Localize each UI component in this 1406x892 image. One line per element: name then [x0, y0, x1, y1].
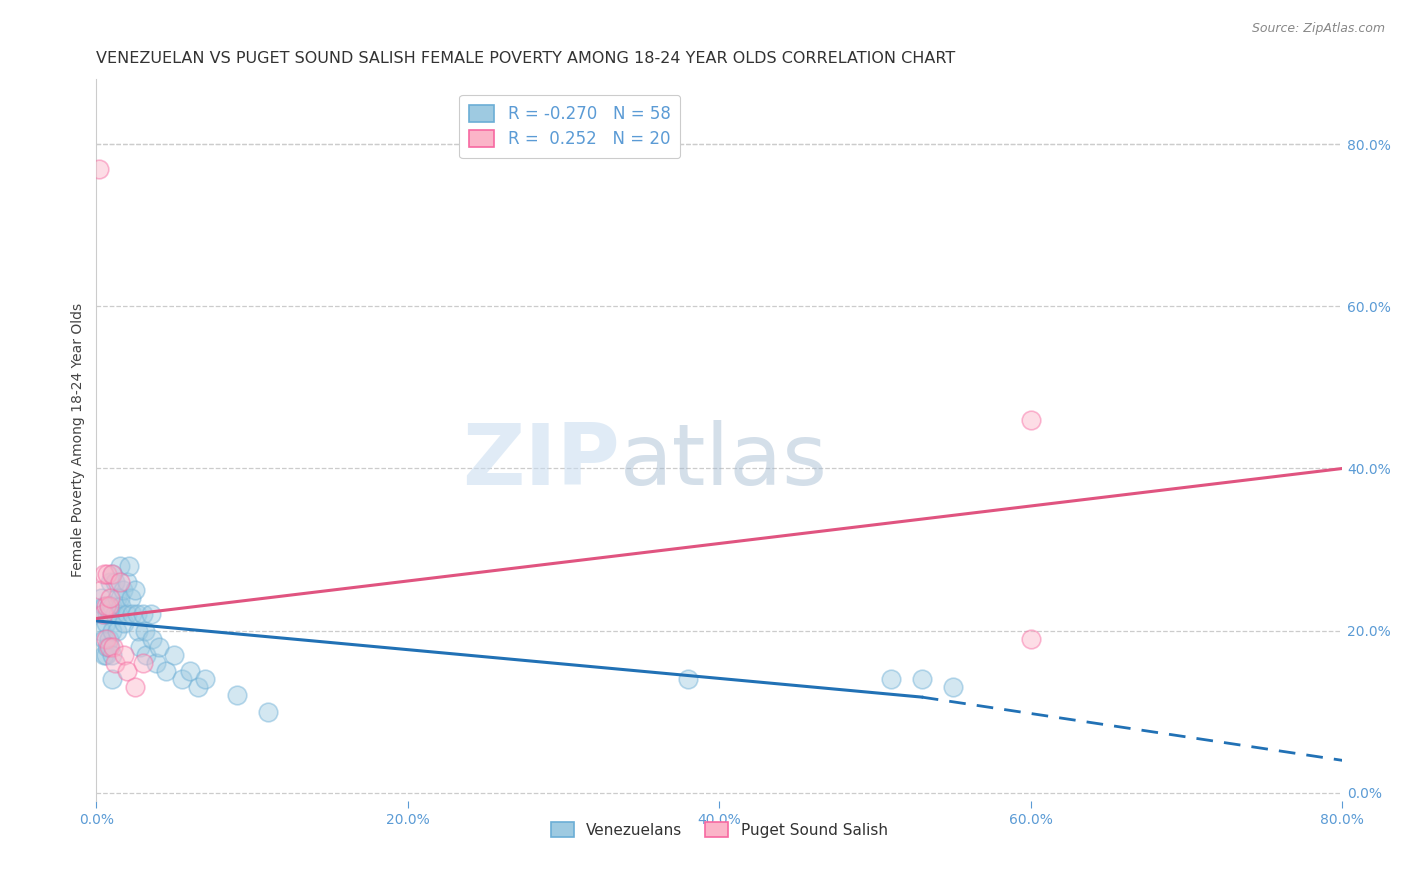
Point: [225, 689, 247, 703]
Point: [97, 632, 120, 646]
Point: [179, 664, 201, 678]
Y-axis label: Female Poverty Among 18-24 Year Olds: Female Poverty Among 18-24 Year Olds: [72, 303, 86, 577]
Point: [1019, 632, 1042, 646]
Text: VENEZUELAN VS PUGET SOUND SALISH FEMALE POVERTY AMONG 18-24 YEAR OLDS CORRELATIO: VENEZUELAN VS PUGET SOUND SALISH FEMALE …: [97, 51, 956, 66]
Point: [104, 574, 127, 589]
Point: [90, 583, 112, 598]
Point: [187, 681, 209, 695]
Point: [108, 591, 131, 606]
Point: [170, 673, 193, 687]
Point: [104, 656, 127, 670]
Point: [90, 624, 112, 638]
Point: [117, 574, 139, 589]
Point: [135, 648, 157, 662]
Point: [139, 607, 162, 622]
Point: [124, 681, 146, 695]
Point: [90, 591, 112, 606]
Point: [118, 558, 141, 573]
Point: [911, 673, 934, 687]
Text: ZIP: ZIP: [463, 420, 620, 503]
Point: [97, 599, 120, 614]
Point: [91, 607, 114, 622]
Text: atlas: atlas: [620, 420, 828, 503]
Point: [155, 664, 177, 678]
Point: [94, 632, 117, 646]
Point: [132, 656, 155, 670]
Point: [108, 574, 131, 589]
Point: [98, 591, 121, 606]
Point: [94, 599, 117, 614]
Point: [101, 599, 124, 614]
Point: [96, 607, 118, 622]
Point: [93, 648, 115, 662]
Point: [94, 648, 117, 662]
Point: [194, 673, 217, 687]
Point: [101, 624, 124, 638]
Point: [93, 599, 115, 614]
Point: [107, 607, 129, 622]
Point: [101, 566, 124, 581]
Point: [163, 648, 186, 662]
Point: [117, 664, 139, 678]
Point: [110, 599, 132, 614]
Point: [101, 673, 124, 687]
Point: [101, 566, 124, 581]
Point: [132, 607, 155, 622]
Point: [104, 607, 127, 622]
Point: [121, 607, 143, 622]
Point: [112, 648, 135, 662]
Point: [93, 566, 115, 581]
Point: [125, 607, 148, 622]
Text: Source: ZipAtlas.com: Source: ZipAtlas.com: [1251, 22, 1385, 36]
Point: [94, 615, 117, 630]
Point: [134, 624, 156, 638]
Point: [105, 624, 128, 638]
Point: [117, 607, 139, 622]
Point: [124, 583, 146, 598]
Point: [93, 632, 115, 646]
Point: [141, 632, 163, 646]
Point: [120, 591, 142, 606]
Point: [89, 161, 111, 176]
Point: [942, 681, 965, 695]
Point: [97, 599, 120, 614]
Point: [91, 607, 114, 622]
Point: [96, 640, 118, 654]
Point: [97, 640, 120, 654]
Point: [145, 656, 167, 670]
Point: [148, 640, 170, 654]
Point: [676, 673, 699, 687]
Point: [103, 640, 125, 654]
Point: [256, 705, 278, 719]
Point: [129, 640, 152, 654]
Point: [127, 624, 149, 638]
Point: [108, 558, 131, 573]
Point: [112, 615, 135, 630]
Point: [879, 673, 901, 687]
Point: [111, 583, 134, 598]
Point: [101, 648, 124, 662]
Point: [96, 566, 118, 581]
Point: [105, 591, 128, 606]
Point: [98, 607, 121, 622]
Point: [98, 574, 121, 589]
Point: [98, 640, 121, 654]
Point: [1019, 413, 1042, 427]
Legend: Venezuelans, Puget Sound Salish: Venezuelans, Puget Sound Salish: [546, 815, 894, 844]
